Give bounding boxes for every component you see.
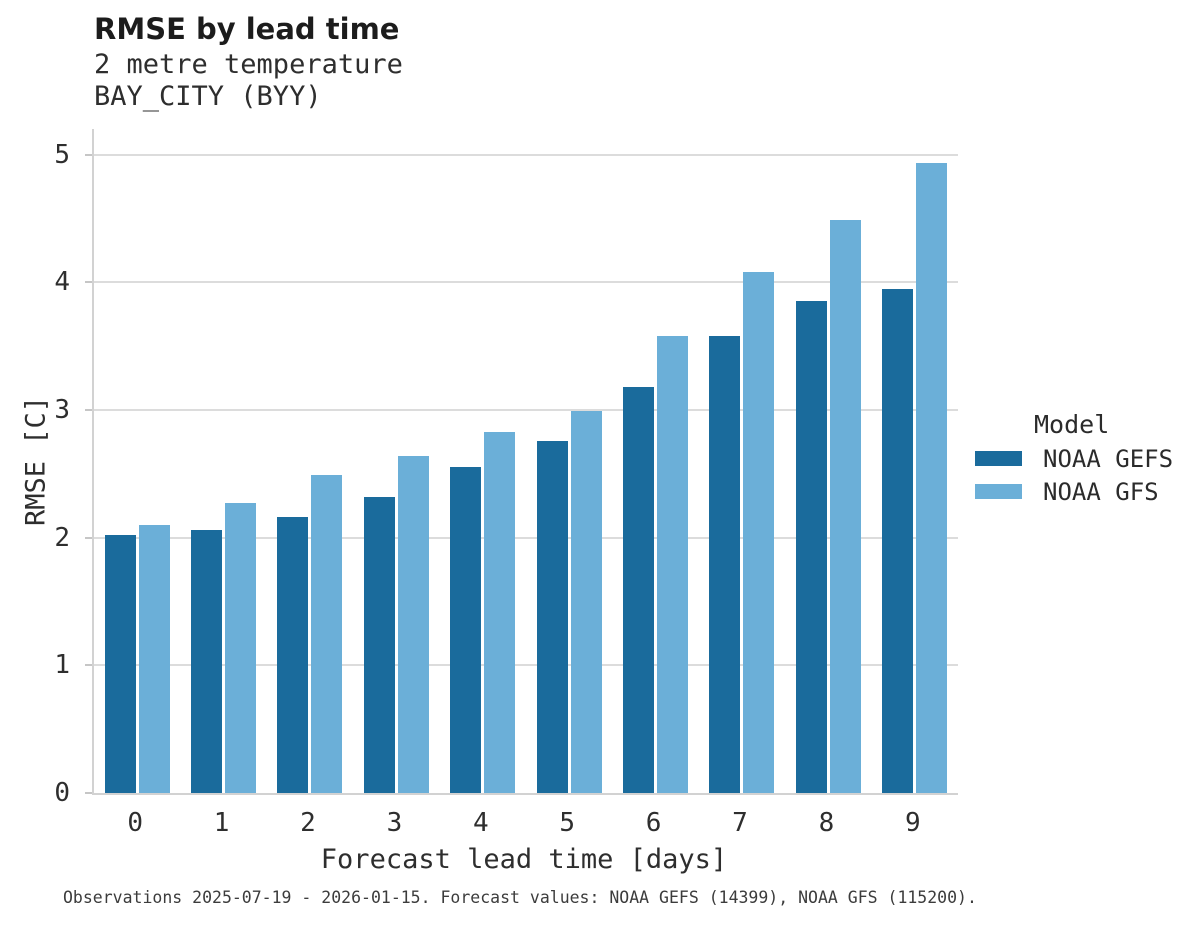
bar-group-lead-2 (267, 129, 353, 793)
x-tick-label-4: 4 (472, 808, 489, 838)
bar-noaa-gefs-1 (191, 530, 223, 793)
gridline-y-1 (94, 664, 958, 666)
x-tick-label-7: 7 (732, 808, 748, 838)
y-tick-mark-4 (85, 281, 92, 283)
bar-noaa-gefs-2 (277, 517, 309, 793)
legend-item-noaa-gefs: NOAA GEFS (975, 447, 1173, 471)
x-tick-label-0: 0 (127, 808, 144, 838)
x-tick-label-1: 1 (213, 808, 230, 838)
bar-group-lead-0 (94, 129, 180, 793)
x-tick-label-2: 2 (300, 808, 316, 838)
x-tick-label-8: 8 (818, 808, 835, 838)
bar-noaa-gefs-5 (536, 441, 568, 793)
y-tick-label-0: 0 (54, 778, 70, 808)
bar-noaa-gefs-7 (709, 336, 741, 793)
bar-group-lead-9 (872, 129, 958, 793)
y-axis-tick-labels: 0 1 2 3 4 5 (24, 129, 80, 808)
gridline-y-2 (94, 537, 958, 539)
legend-label-noaa-gefs: NOAA GEFS (1043, 444, 1174, 473)
legend-swatch-noaa-gfs (975, 484, 1022, 499)
x-tick-label-3: 3 (386, 808, 403, 838)
legend-item-noaa-gfs: NOAA GFS (975, 480, 1173, 504)
bar-group-lead-6 (612, 129, 698, 793)
chart-subtitle: 2 metre temperature BAY_CITY (BYY) (94, 49, 403, 113)
x-tick-label-9: 9 (904, 808, 921, 838)
bar-noaa-gfs-3 (397, 456, 429, 793)
bar-group-lead-5 (526, 129, 612, 793)
bar-noaa-gefs-9 (882, 289, 914, 793)
bar-noaa-gfs-6 (657, 336, 689, 793)
y-tick-label-1: 1 (54, 650, 70, 680)
chart-subtitle-line-2: BAY_CITY (BYY) (94, 81, 322, 112)
y-tick-label-4: 4 (54, 267, 70, 297)
x-tick-label-5: 5 (559, 808, 576, 838)
bar-noaa-gfs-2 (311, 475, 343, 793)
y-tick-mark-2 (85, 537, 92, 539)
chart-title: RMSE by lead time (94, 12, 400, 46)
bar-noaa-gefs-4 (450, 467, 482, 793)
bar-noaa-gefs-0 (104, 535, 136, 793)
bar-group-lead-4 (440, 129, 526, 793)
y-tick-mark-3 (85, 409, 92, 411)
y-tick-mark-0 (85, 792, 92, 794)
legend: Model NOAA GEFS NOAA GFS (975, 410, 1173, 517)
caption: Observations 2025-07-19 - 2026-01-15. Fo… (63, 888, 977, 907)
bar-noaa-gfs-8 (829, 220, 861, 793)
bar-group-lead-8 (785, 129, 871, 793)
bar-noaa-gfs-9 (916, 163, 948, 793)
gridline-y-4 (94, 281, 958, 283)
y-tick-mark-1 (85, 664, 92, 666)
x-axis-tick-labels: 0 1 2 3 4 5 6 7 8 9 (92, 808, 956, 838)
legend-swatch-noaa-gefs (975, 451, 1022, 466)
x-tick-label-6: 6 (645, 808, 662, 838)
gridline-y-3 (94, 409, 958, 411)
gridline-y-5 (94, 154, 958, 156)
bar-group-lead-7 (699, 129, 785, 793)
chart-subtitle-line-1: 2 metre temperature (94, 49, 403, 80)
x-axis-title: Forecast lead time [days] (320, 844, 728, 875)
bar-group-lead-1 (180, 129, 266, 793)
bar-noaa-gfs-7 (743, 272, 775, 793)
y-tick-label-3: 3 (54, 395, 70, 425)
legend-title: Model (1034, 410, 1110, 439)
bar-group-lead-3 (353, 129, 439, 793)
y-tick-label-2: 2 (54, 523, 70, 553)
bar-noaa-gfs-0 (138, 525, 170, 793)
bar-noaa-gefs-6 (623, 387, 655, 793)
bar-noaa-gfs-4 (484, 432, 516, 793)
legend-label-noaa-gfs: NOAA GFS (1043, 477, 1159, 506)
y-tick-label-5: 5 (54, 140, 70, 170)
bar-noaa-gfs-1 (225, 503, 257, 793)
plot-area (85, 129, 958, 795)
y-tick-mark-5 (85, 154, 92, 156)
bar-noaa-gefs-3 (363, 497, 395, 793)
bar-noaa-gefs-8 (795, 301, 827, 793)
bars-layer (94, 129, 958, 793)
y-axis-title: RMSE [C] (20, 395, 52, 527)
bar-noaa-gfs-5 (570, 411, 602, 793)
